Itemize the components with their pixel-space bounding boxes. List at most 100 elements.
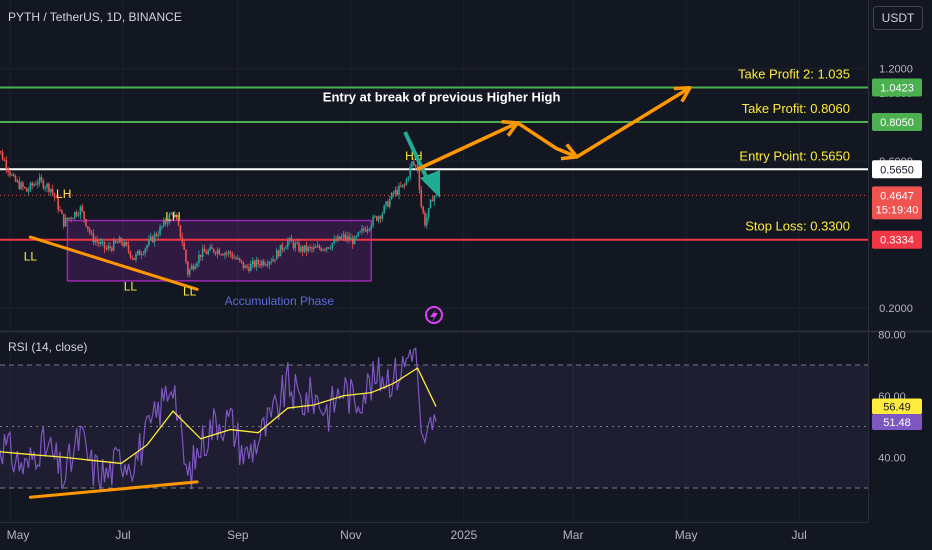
candle-body — [275, 250, 278, 260]
candle-body — [340, 236, 343, 240]
downtrend-line — [28, 235, 199, 291]
candle-body — [18, 180, 21, 189]
price-level-badge — [872, 230, 922, 249]
candle-body — [146, 245, 148, 249]
candle-body — [122, 242, 124, 246]
candle-body — [401, 184, 404, 187]
candle-body — [261, 261, 263, 266]
candle-body — [14, 175, 17, 182]
candle-body — [46, 183, 48, 188]
candle-body — [346, 236, 348, 240]
price-level-badge-text: 1.0423 — [880, 82, 914, 94]
candle-body — [303, 245, 306, 252]
candle-body — [361, 228, 363, 232]
projection-path — [416, 86, 691, 171]
candle-body — [285, 247, 287, 249]
candle-body — [94, 240, 97, 243]
candle-body — [40, 177, 43, 181]
candle-body — [281, 244, 284, 250]
candle-body — [211, 246, 213, 249]
swing-label: LL — [24, 250, 38, 264]
candle-body — [385, 201, 387, 206]
candle-body — [235, 257, 237, 259]
candle-body — [429, 199, 432, 209]
candle-body — [244, 265, 247, 269]
candle-body — [48, 183, 50, 192]
candle-body — [231, 254, 234, 258]
candle-body — [266, 264, 269, 266]
candle-body — [174, 215, 176, 217]
candle-body — [194, 266, 197, 270]
candle-body — [164, 220, 167, 224]
candle-body — [331, 243, 334, 249]
current-price-text: 0.4647 — [880, 190, 914, 202]
candle-body — [64, 217, 67, 227]
time-axis-label: May — [7, 528, 30, 542]
currency-button[interactable]: USDT — [873, 6, 923, 30]
candle-body — [144, 248, 147, 254]
candle-body — [250, 263, 252, 272]
event-marker-icon — [425, 306, 443, 324]
candle-body — [229, 251, 232, 255]
candle-body — [237, 258, 239, 260]
countdown-text: 15:19:40 — [876, 204, 919, 216]
candle-body — [370, 225, 373, 229]
candle-body — [381, 213, 384, 219]
candle-body — [233, 257, 235, 259]
rsi-value-badge — [872, 398, 922, 415]
candle-body — [0, 151, 2, 153]
candle-body — [125, 242, 128, 246]
candle-body — [70, 217, 72, 219]
rsi-trendline — [28, 480, 199, 499]
candle-body — [201, 248, 204, 257]
candle-body — [142, 253, 145, 255]
candle-body — [66, 217, 69, 220]
candle-body — [313, 247, 315, 249]
candle-body — [157, 234, 159, 236]
rsi-value-text: 56.49 — [883, 402, 911, 414]
candle-body — [257, 259, 260, 264]
candle-body — [274, 259, 276, 261]
candle-body — [374, 216, 376, 218]
candle-body — [292, 241, 295, 249]
candle-body — [153, 233, 156, 243]
candle-body — [422, 206, 424, 213]
candle-body — [348, 236, 350, 241]
candle-body — [377, 216, 380, 221]
price-level-badge — [872, 78, 922, 97]
price-level-label: Stop Loss: 0.3300 — [745, 219, 850, 234]
candle-body — [35, 184, 37, 186]
candle-body — [175, 215, 178, 220]
candle-body — [179, 225, 182, 238]
candle-body — [242, 261, 245, 269]
candle-body — [131, 257, 134, 259]
candle-body — [383, 205, 385, 214]
time-axis-label: Mar — [563, 528, 584, 542]
candle-body — [363, 228, 365, 230]
candle-body — [168, 214, 171, 223]
candle-body — [31, 183, 34, 186]
candle-body — [375, 216, 378, 221]
candle-body — [279, 244, 282, 257]
candle-body — [387, 201, 389, 207]
candle-body — [355, 236, 358, 238]
candle-body — [61, 210, 63, 214]
candle-body — [38, 177, 41, 183]
candle-body — [53, 193, 56, 198]
candle-body — [205, 252, 208, 254]
candle-body — [36, 182, 39, 185]
candle-body — [224, 252, 226, 256]
candle-body — [101, 241, 104, 243]
candle-body — [7, 168, 9, 172]
candle-body — [316, 245, 319, 248]
swing-label: LL — [183, 284, 197, 298]
candle-body — [264, 264, 267, 266]
candle-body — [311, 247, 313, 249]
candle-body — [305, 245, 308, 252]
candle-body — [111, 247, 113, 251]
candle-body — [118, 237, 121, 243]
candle-body — [307, 247, 310, 252]
price-level-badge-text: 0.3334 — [880, 235, 914, 247]
